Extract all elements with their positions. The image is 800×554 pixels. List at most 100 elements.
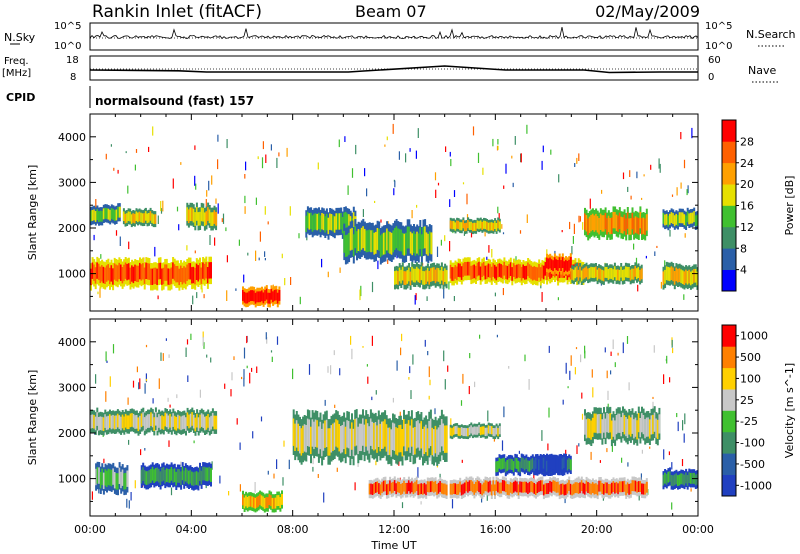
scatter-mark: [199, 389, 201, 398]
echo-core: [420, 421, 423, 449]
scatter-mark: [501, 440, 504, 451]
y-tick-label: 1000: [58, 473, 86, 486]
echo-core: [500, 264, 503, 278]
echo-core: [439, 270, 442, 284]
scatter-mark: [542, 145, 544, 153]
scatter-mark: [105, 351, 107, 362]
echo-core: [176, 469, 179, 483]
scatter-mark: [105, 391, 107, 402]
y-tick-label: 4000: [58, 131, 86, 144]
scatter-mark: [321, 258, 323, 268]
echo-core: [206, 467, 209, 482]
scatter-mark: [408, 377, 410, 380]
echo-core: [398, 229, 401, 252]
echo-core: [335, 419, 338, 447]
echo-core: [546, 483, 549, 495]
y-tick-label: 3000: [58, 381, 86, 394]
scatter-mark: [139, 378, 141, 389]
echo-core: [170, 267, 173, 284]
echo-core: [525, 458, 528, 469]
echo-core: [655, 418, 658, 438]
echo-core: [563, 261, 566, 273]
echo-core: [104, 267, 107, 284]
echo-core: [415, 421, 418, 449]
colorbar-swatch: [722, 269, 736, 292]
scatter-mark: [158, 378, 160, 389]
echo-core: [512, 461, 515, 472]
scatter-mark: [610, 370, 612, 375]
freq-tick-top: 18: [66, 55, 79, 66]
echo-core: [487, 425, 490, 434]
echo-core: [625, 218, 628, 235]
echo-core: [305, 215, 308, 233]
echo-core: [206, 267, 209, 284]
scatter-mark: [261, 157, 264, 169]
echo-core: [195, 207, 198, 221]
echo-core: [471, 427, 474, 436]
echo-core: [636, 481, 639, 493]
echo-core: [489, 425, 492, 435]
echo-core: [568, 259, 571, 271]
echo-core: [473, 222, 476, 231]
scatter-mark: [209, 235, 211, 245]
scatter-mark: [157, 215, 159, 224]
scatter-mark: [286, 147, 288, 157]
echo-core: [486, 480, 489, 492]
echo-core: [644, 218, 647, 235]
scatter-mark: [666, 355, 668, 364]
echo-core: [90, 210, 92, 222]
echo-core: [449, 264, 452, 279]
echo-core: [528, 460, 531, 472]
scatter-mark: [429, 379, 431, 386]
echo-core: [208, 209, 211, 224]
echo-core: [371, 421, 374, 450]
echo-core: [98, 211, 100, 222]
echo-core: [99, 210, 102, 222]
echo-core: [260, 495, 263, 507]
echo-core: [370, 483, 373, 495]
echo-core: [617, 483, 620, 495]
echo-core: [197, 212, 200, 226]
scatter-mark: [569, 370, 571, 380]
echo-core: [344, 211, 347, 229]
echo-core: [585, 266, 588, 278]
echo-core: [300, 428, 303, 456]
echo-core: [173, 468, 176, 483]
scatter-mark: [394, 180, 396, 188]
echo-core: [535, 484, 537, 495]
echo-core: [407, 420, 410, 448]
echo-core: [587, 418, 590, 438]
echo-core: [412, 268, 415, 283]
scatter-mark: [645, 255, 647, 259]
scatter-mark: [172, 178, 174, 189]
echo-core: [577, 269, 580, 281]
scatter-mark: [518, 450, 520, 454]
echo-core: [425, 484, 428, 496]
echo-core: [270, 288, 273, 300]
echo-core: [476, 480, 479, 491]
echo-core: [192, 208, 195, 223]
scatter-mark: [591, 369, 593, 378]
echo-core: [452, 426, 455, 435]
scatter-mark: [364, 168, 366, 177]
echo-core: [667, 215, 670, 227]
echo-core: [330, 425, 333, 453]
echo-core: [183, 266, 186, 283]
echo-core: [409, 231, 412, 254]
echo-core: [558, 484, 561, 496]
scatter-mark: [176, 394, 178, 399]
echo-core: [266, 497, 269, 509]
echo-core: [467, 261, 470, 276]
y-axis-title: Slant Range [km]: [26, 370, 39, 466]
echo-core: [636, 268, 638, 280]
echo-core: [533, 266, 536, 280]
echo-core: [566, 482, 569, 494]
scatter-mark: [194, 250, 196, 254]
echo-core: [194, 212, 197, 226]
echo-core: [634, 265, 637, 277]
x-tick-label: 20:00: [581, 523, 613, 536]
echo-core: [213, 415, 216, 430]
scatter-mark: [409, 366, 411, 374]
echo-core: [384, 480, 387, 492]
